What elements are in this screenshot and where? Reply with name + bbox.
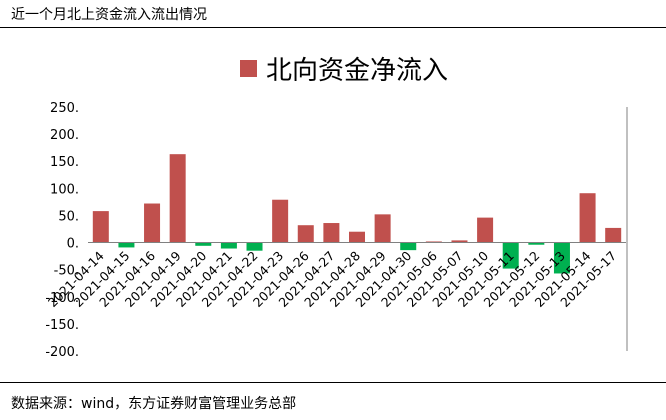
bar (220, 242, 237, 249)
bar (579, 193, 596, 243)
bar (605, 227, 622, 243)
legend-label: 北向资金净流入 (266, 56, 449, 86)
bar (169, 154, 186, 243)
bar (118, 242, 135, 248)
bar (374, 214, 391, 243)
chart-legend: 北向资金净流入 (240, 50, 448, 87)
y-tick-label: -50. (54, 264, 79, 279)
y-tick-label: 200. (50, 128, 79, 143)
legend-swatch (240, 60, 257, 77)
bottom-divider (0, 382, 666, 383)
top-divider (0, 27, 666, 28)
y-tick-label: 100. (50, 182, 79, 197)
y-tick-label: 250. (50, 101, 79, 116)
bar (425, 241, 442, 243)
y-tick-label: -150. (45, 318, 79, 333)
bar (553, 242, 570, 274)
source-note: 数据来源：wind，东方证券财富管理业务总部 (11, 396, 297, 412)
y-tick-label: 150. (50, 155, 79, 170)
bar (400, 242, 417, 251)
bar (349, 231, 365, 243)
bar (477, 217, 494, 243)
bars (92, 154, 622, 274)
bar (195, 242, 212, 246)
bar (451, 240, 468, 243)
bar (297, 225, 314, 243)
bar (144, 203, 161, 243)
bar (323, 223, 340, 243)
y-tick-label: -200. (45, 345, 79, 360)
bar (272, 199, 289, 243)
bar (246, 242, 263, 251)
y-tick-label: 0. (67, 237, 79, 252)
bar (502, 242, 519, 269)
bar (92, 211, 109, 243)
page-title: 近一个月北上资金流入流出情况 (11, 7, 207, 23)
bar-chart: -200. -150. -100. -50. 0. 50. 100. 150. 200. 250.… (45, 101, 628, 360)
bar (528, 242, 545, 245)
y-axis-labels: -200. -150. -100. -50. 0. 50. 100. 150. 200. 250. (45, 101, 79, 360)
x-axis-labels: 2021-04-142021-04-152021-04-162021-04-19… (45, 248, 619, 310)
y-tick-label: 50. (58, 209, 79, 224)
y-tick-label: -100. (45, 291, 79, 306)
